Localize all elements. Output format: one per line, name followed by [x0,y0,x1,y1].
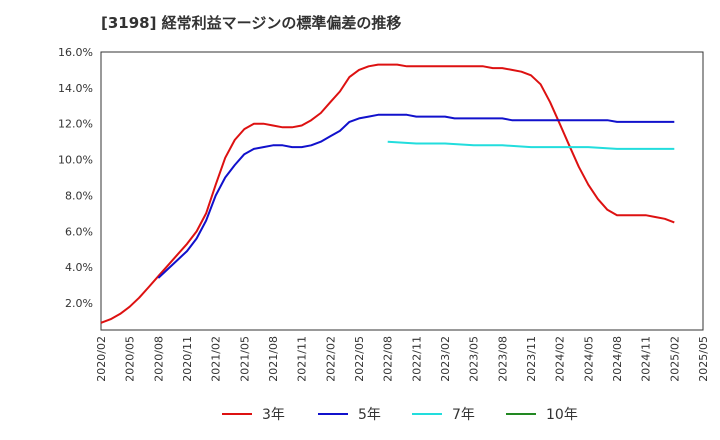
y-tick-label: 8.0% [65,189,93,202]
line-chart: 2.0% 4.0% 6.0% 8.0% 10.0% 12.0% 14.0% 16.0% 202… [0,0,720,440]
y-tick-label: 12.0% [58,118,93,131]
x-tick-label: 2021/02 [210,336,223,382]
legend-swatch-10y [506,413,536,415]
legend-label-3y: 3年 [262,404,285,424]
plot-frame [101,52,703,330]
x-tick-label: 2023/02 [439,336,452,382]
legend: 3年 5年 7年 10年 [0,402,720,426]
x-tick-label: 2021/08 [267,336,280,382]
legend-swatch-7y [412,413,442,415]
legend-label-5y: 5年 [358,404,381,424]
x-tick-label: 2022/02 [324,336,337,382]
y-tick-label: 2.0% [65,297,93,310]
legend-item-3y: 3年 [222,402,285,426]
x-tick-label: 2025/02 [668,336,681,382]
legend-item-5y: 5年 [318,402,381,426]
x-tick-label: 2024/05 [582,336,595,382]
x-tick-label: 2020/02 [95,336,108,382]
legend-label-7y: 7年 [452,404,475,424]
x-tick-label: 2020/11 [181,336,194,382]
x-tick-label: 2021/05 [238,336,251,382]
legend-item-7y: 7年 [412,402,475,426]
x-tick-label: 2022/08 [382,336,395,382]
y-tick-label: 4.0% [65,261,93,274]
legend-item-10y: 10年 [506,402,578,426]
x-tick-label: 2023/11 [525,336,538,382]
x-tick-label: 2024/11 [640,336,653,382]
y-tick-label: 16.0% [58,46,93,59]
y-tick-labels: 2.0% 4.0% 6.0% 8.0% 10.0% 12.0% 14.0% 16.0% [58,46,93,310]
legend-label-10y: 10年 [546,404,578,424]
x-tick-label: 2025/05 [697,336,710,382]
x-tick-label: 2023/08 [496,336,509,382]
axes [101,52,703,330]
x-tick-label: 2020/05 [124,336,137,382]
x-tick-label: 2024/02 [554,336,567,382]
x-tick-labels: 2020/02 2020/05 2020/08 2020/11 2021/02 2021/… [95,336,710,382]
y-tick-label: 14.0% [58,82,93,95]
x-tick-label: 2020/08 [152,336,165,382]
x-tick-label: 2022/05 [353,336,366,382]
legend-swatch-5y [318,413,348,415]
x-tick-label: 2023/05 [468,336,481,382]
legend-swatch-3y [222,413,252,415]
y-tick-label: 6.0% [65,225,93,238]
x-tick-label: 2022/11 [410,336,423,382]
y-tick-label: 10.0% [58,154,93,167]
x-tick-label: 2024/08 [611,336,624,382]
x-tick-label: 2021/11 [296,336,309,382]
